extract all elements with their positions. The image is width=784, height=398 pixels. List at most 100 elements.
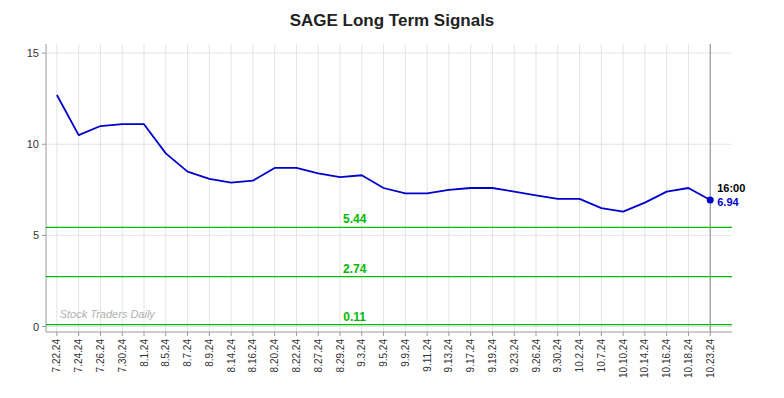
grid-line-x: [601, 44, 602, 332]
grid-line-x: [644, 44, 645, 332]
x-tick: [361, 332, 362, 336]
x-tick: [492, 332, 493, 336]
x-tick: [644, 332, 645, 336]
last-value-label: 6.94: [717, 196, 739, 208]
x-tick-label: 10.18.24: [683, 339, 694, 378]
x-tick-label: 8.1.24: [139, 339, 150, 367]
grid-line-x: [557, 44, 558, 332]
grid-line-y: [46, 235, 732, 236]
x-tick-label: 9.30.24: [552, 339, 563, 373]
y-axis-line: [46, 44, 47, 332]
grid-line-x: [274, 44, 275, 332]
x-tick-label: 8.29.24: [335, 339, 346, 373]
y-tick-label: 15: [27, 47, 39, 59]
last-point-line: [710, 44, 711, 332]
grid-line-x: [405, 44, 406, 332]
x-tick-label: 7.26.24: [95, 339, 106, 373]
grid-line-x: [623, 44, 624, 332]
y-tick: [42, 53, 46, 54]
grid-line-x: [187, 44, 188, 332]
chart: SAGE Long Term Signals Stock Traders Dail…: [0, 0, 784, 398]
grid-line-x: [427, 44, 428, 332]
x-tick-label: 8.16.24: [247, 339, 258, 373]
plot-area: [46, 44, 732, 332]
x-tick: [252, 332, 253, 336]
x-tick-label: 7.30.24: [117, 339, 128, 373]
x-tick-label: 8.20.24: [269, 339, 280, 373]
x-axis-line: [46, 332, 732, 333]
x-tick: [56, 332, 57, 336]
y-tick: [42, 235, 46, 236]
x-tick-label: 9.13.24: [443, 339, 454, 373]
y-tick-label: 5: [33, 229, 39, 241]
x-tick: [688, 332, 689, 336]
x-tick: [78, 332, 79, 336]
grid-line-x: [514, 44, 515, 332]
x-tick-label: 8.7.24: [182, 339, 193, 367]
grid-line-x: [536, 44, 537, 332]
grid-line-x: [318, 44, 319, 332]
x-tick-label: 8.9.24: [204, 339, 215, 367]
watermark: Stock Traders Daily: [60, 308, 157, 320]
grid-line-x: [340, 44, 341, 332]
x-tick: [187, 332, 188, 336]
grid-line-x: [165, 44, 166, 332]
x-tick-label: 9.9.24: [400, 339, 411, 367]
x-tick-label: 7.24.24: [73, 339, 84, 373]
grid-line-x: [100, 44, 101, 332]
grid-line-x: [448, 44, 449, 332]
y-tick-label: 0: [33, 321, 39, 333]
x-tick: [144, 332, 145, 336]
x-tick: [318, 332, 319, 336]
x-tick-label: 9.17.24: [465, 339, 476, 373]
x-tick: [579, 332, 580, 336]
x-tick: [340, 332, 341, 336]
grid-line-x: [209, 44, 210, 332]
x-tick: [231, 332, 232, 336]
reference-line: [46, 324, 732, 325]
grid-line-x: [78, 44, 79, 332]
x-tick: [710, 332, 711, 336]
reference-label: 2.74: [343, 262, 367, 276]
reference-line: [46, 276, 732, 277]
grid-line-x: [579, 44, 580, 332]
x-tick-label: 9.19.24: [487, 339, 498, 373]
grid-line-x: [361, 44, 362, 332]
x-tick-label: 9.26.24: [531, 339, 542, 373]
x-tick-label: 10.2.24: [574, 339, 585, 373]
last-point-marker: [707, 197, 714, 204]
grid-line-x: [144, 44, 145, 332]
grid-line-y: [46, 144, 732, 145]
x-tick: [623, 332, 624, 336]
x-tick: [601, 332, 602, 336]
grid-line-y: [46, 326, 732, 327]
x-tick: [296, 332, 297, 336]
axes: 0510157.22.247.24.247.26.247.30.248.1.24…: [27, 44, 732, 378]
x-tick: [209, 332, 210, 336]
reference-line: [46, 227, 732, 228]
grid: [46, 44, 732, 332]
x-tick-label: 10.16.24: [661, 339, 672, 378]
x-tick-label: 10.10.24: [618, 339, 629, 378]
reference-label: 0.11: [343, 310, 366, 324]
x-tick-label: 9.11.24: [422, 339, 433, 372]
x-tick: [122, 332, 123, 336]
x-tick: [666, 332, 667, 336]
grid-line-x: [56, 44, 57, 332]
x-tick-label: 8.5.24: [160, 339, 171, 367]
title: SAGE Long Term Signals: [290, 11, 495, 30]
grid-line-y: [46, 53, 732, 54]
x-tick: [536, 332, 537, 336]
x-tick: [448, 332, 449, 336]
x-tick: [514, 332, 515, 336]
line: [57, 95, 710, 212]
grid-line-x: [231, 44, 232, 332]
x-tick-label: 10.23.24: [705, 339, 716, 378]
x-tick-label: 9.5.24: [378, 339, 389, 367]
x-tick: [274, 332, 275, 336]
x-tick-label: 10.14.24: [639, 339, 650, 378]
x-tick-label: 8.14.24: [226, 339, 237, 373]
y-tick-label: 10: [27, 138, 39, 150]
x-tick-label: 9.23.24: [509, 339, 520, 373]
reference-label: 5.44: [343, 212, 367, 226]
